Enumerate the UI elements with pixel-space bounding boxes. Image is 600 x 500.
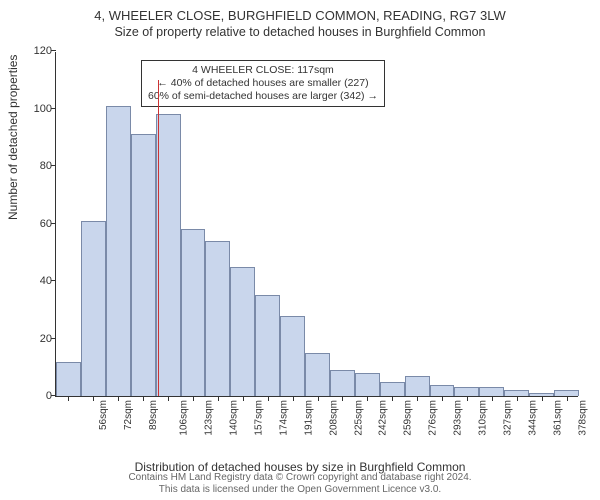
- x-tick-label: 208sqm: [328, 400, 339, 436]
- x-tick-label: 191sqm: [303, 400, 314, 436]
- x-tick-mark: [417, 396, 418, 401]
- x-tick-mark: [168, 396, 169, 401]
- y-tick-mark: [51, 108, 56, 109]
- y-tick-label: 80: [40, 160, 56, 172]
- chart-subtitle: Size of property relative to detached ho…: [0, 23, 600, 39]
- x-tick-mark: [467, 396, 468, 401]
- x-tick-label: 310sqm: [478, 400, 489, 436]
- x-tick-label: 361sqm: [552, 400, 563, 436]
- x-tick-label: 123sqm: [204, 400, 215, 436]
- x-tick-mark: [193, 396, 194, 401]
- bar: [56, 362, 81, 397]
- bar: [181, 229, 206, 396]
- bar: [430, 385, 455, 397]
- x-tick-mark: [218, 396, 219, 401]
- x-tick-label: 106sqm: [179, 400, 190, 436]
- chart-title: 4, WHEELER CLOSE, BURGHFIELD COMMON, REA…: [0, 0, 600, 23]
- bar: [131, 134, 156, 396]
- bar: [106, 106, 131, 396]
- x-tick-label: 157sqm: [253, 400, 264, 436]
- x-tick-label: 89sqm: [148, 400, 159, 430]
- footer: Contains HM Land Registry data © Crown c…: [0, 472, 600, 496]
- bar: [305, 353, 330, 396]
- y-tick-mark: [51, 223, 56, 224]
- x-tick-label: 140sqm: [229, 400, 240, 436]
- bar: [454, 387, 479, 396]
- y-tick-mark: [51, 338, 56, 339]
- y-tick-mark: [51, 165, 56, 166]
- plot-area: 4 WHEELER CLOSE: 117sqm ← 40% of detache…: [55, 52, 578, 397]
- bar: [330, 370, 355, 396]
- y-axis-label: Number of detached properties: [6, 55, 20, 220]
- annotation-box: 4 WHEELER CLOSE: 117sqm ← 40% of detache…: [141, 60, 385, 107]
- marker-line: [158, 80, 159, 396]
- x-tick-label: 56sqm: [98, 400, 109, 430]
- bar: [280, 316, 305, 397]
- x-tick-mark: [68, 396, 69, 401]
- annotation-line: ← 40% of detached houses are smaller (22…: [148, 77, 378, 90]
- y-tick-label: 0: [46, 390, 56, 402]
- y-tick-label: 40: [40, 275, 56, 287]
- footer-line: Contains HM Land Registry data © Crown c…: [0, 472, 600, 484]
- x-tick-mark: [442, 396, 443, 401]
- x-tick-label: 242sqm: [378, 400, 389, 436]
- x-tick-mark: [318, 396, 319, 401]
- x-tick-mark: [542, 396, 543, 401]
- bar: [355, 373, 380, 396]
- x-tick-mark: [392, 396, 393, 401]
- y-tick-label: 120: [34, 45, 56, 57]
- y-tick-label: 60: [40, 218, 56, 230]
- x-tick-mark: [567, 396, 568, 401]
- x-tick-mark: [93, 396, 94, 401]
- x-tick-label: 344sqm: [527, 400, 538, 436]
- x-tick-mark: [367, 396, 368, 401]
- x-tick-label: 259sqm: [403, 400, 414, 436]
- x-tick-label: 276sqm: [428, 400, 439, 436]
- annotation-line: 4 WHEELER CLOSE: 117sqm: [148, 64, 378, 77]
- bar: [255, 295, 280, 396]
- bar: [205, 241, 230, 396]
- x-tick-label: 225sqm: [353, 400, 364, 436]
- footer-line: This data is licensed under the Open Gov…: [0, 484, 600, 496]
- y-tick-label: 20: [40, 333, 56, 345]
- x-tick-mark: [268, 396, 269, 401]
- annotation-line: 60% of semi-detached houses are larger (…: [148, 90, 378, 103]
- x-tick-mark: [118, 396, 119, 401]
- bar: [479, 387, 504, 396]
- x-tick-mark: [243, 396, 244, 401]
- bar: [405, 376, 430, 396]
- bar: [230, 267, 255, 396]
- x-tick-mark: [293, 396, 294, 401]
- y-tick-mark: [51, 50, 56, 51]
- chart-container: 4, WHEELER CLOSE, BURGHFIELD COMMON, REA…: [0, 0, 600, 500]
- x-tick-label: 72sqm: [123, 400, 134, 430]
- bar: [380, 382, 405, 396]
- bar: [156, 114, 181, 396]
- x-tick-label: 293sqm: [453, 400, 464, 436]
- y-tick-label: 100: [34, 103, 56, 115]
- x-tick-mark: [492, 396, 493, 401]
- x-tick-label: 174sqm: [278, 400, 289, 436]
- bar: [81, 221, 106, 396]
- x-tick-mark: [517, 396, 518, 401]
- x-tick-label: 327sqm: [503, 400, 514, 436]
- x-tick-mark: [342, 396, 343, 401]
- y-tick-mark: [51, 280, 56, 281]
- x-tick-label: 378sqm: [577, 400, 588, 436]
- x-tick-mark: [143, 396, 144, 401]
